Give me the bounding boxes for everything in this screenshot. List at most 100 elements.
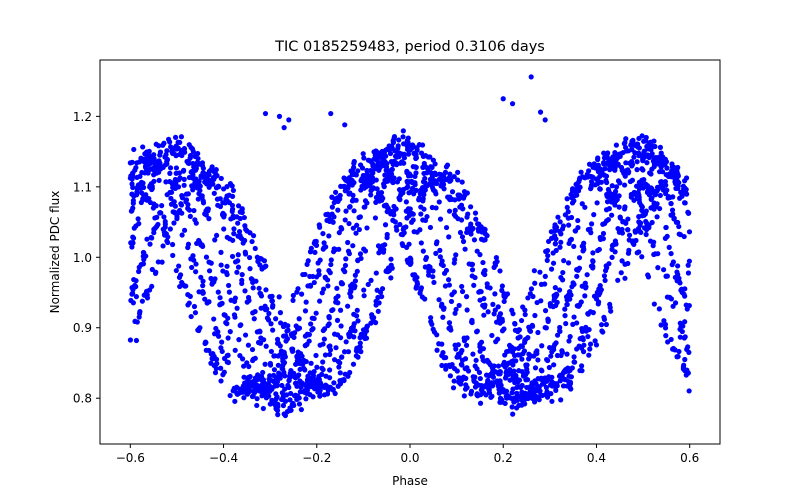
- data-point: [499, 287, 505, 293]
- data-point: [284, 328, 290, 334]
- data-point: [376, 300, 382, 306]
- data-point: [195, 150, 201, 157]
- data-point: [421, 192, 427, 198]
- data-point: [574, 273, 580, 279]
- data-point: [164, 148, 170, 154]
- y-axis: 0.8 0.9 1.0 1.1 1.2: [73, 110, 100, 406]
- data-point: [545, 357, 551, 364]
- data-point: [385, 173, 392, 179]
- data-point: [358, 331, 364, 337]
- data-point: [359, 176, 365, 182]
- data-point: [549, 349, 555, 355]
- data-point: [614, 161, 621, 167]
- outlier-point: [542, 117, 548, 123]
- data-point: [622, 182, 628, 188]
- data-point: [247, 374, 253, 380]
- data-point: [245, 294, 252, 301]
- data-point: [188, 256, 194, 262]
- data-point: [310, 394, 316, 400]
- data-point: [160, 243, 166, 249]
- data-point: [307, 380, 313, 387]
- data-point: [254, 396, 260, 402]
- data-point: [218, 301, 224, 307]
- data-point: [317, 298, 323, 304]
- data-point: [594, 200, 600, 206]
- data-point: [456, 302, 462, 309]
- data-point: [654, 201, 660, 207]
- data-point: [374, 287, 380, 293]
- data-point: [491, 363, 497, 369]
- data-point: [290, 297, 296, 303]
- data-point: [677, 334, 683, 340]
- data-point: [543, 384, 550, 391]
- data-point: [658, 322, 664, 328]
- data-point: [303, 382, 309, 389]
- data-point: [597, 186, 603, 192]
- data-point: [473, 357, 479, 363]
- data-point: [235, 203, 242, 209]
- data-point: [651, 239, 657, 245]
- data-point: [626, 232, 633, 238]
- data-point: [362, 198, 369, 204]
- data-point: [557, 372, 563, 378]
- data-point: [477, 400, 484, 406]
- data-point: [434, 239, 440, 245]
- data-point: [229, 202, 236, 209]
- data-point: [320, 341, 326, 347]
- data-point: [128, 173, 134, 179]
- data-point: [211, 316, 217, 322]
- data-point: [475, 393, 481, 399]
- data-point: [368, 320, 374, 326]
- data-point: [190, 187, 196, 193]
- data-point: [433, 205, 439, 211]
- x-tick-label: −0.2: [302, 451, 331, 465]
- data-point: [271, 367, 278, 373]
- data-point: [532, 365, 539, 371]
- data-point: [451, 378, 457, 384]
- data-point: [131, 146, 137, 153]
- data-point: [361, 155, 367, 161]
- data-point: [575, 217, 581, 224]
- data-point: [232, 347, 238, 353]
- data-point: [218, 262, 224, 268]
- data-point: [651, 301, 657, 307]
- data-point: [382, 242, 388, 248]
- data-point: [303, 396, 309, 402]
- data-point: [280, 333, 287, 339]
- data-point: [523, 362, 529, 368]
- data-point: [135, 182, 141, 188]
- data-point: [568, 374, 575, 380]
- data-point: [560, 269, 566, 276]
- data-point: [539, 343, 545, 349]
- data-point: [428, 315, 434, 321]
- data-point: [339, 281, 346, 287]
- data-point: [307, 370, 313, 376]
- data-point: [448, 298, 455, 305]
- data-point: [592, 338, 598, 344]
- data-point: [369, 174, 376, 181]
- data-point: [462, 366, 468, 372]
- data-point: [257, 262, 263, 268]
- data-point: [657, 144, 663, 150]
- data-point: [215, 333, 222, 339]
- data-point: [198, 173, 204, 179]
- data-point: [400, 134, 406, 140]
- data-point: [437, 247, 443, 253]
- data-point: [273, 316, 279, 322]
- data-point: [149, 235, 155, 241]
- data-point: [231, 226, 237, 232]
- data-point: [671, 216, 677, 222]
- data-point: [388, 275, 394, 281]
- data-point: [260, 369, 266, 376]
- data-point: [588, 186, 594, 192]
- data-point: [239, 277, 245, 283]
- data-point: [342, 262, 349, 269]
- data-point: [633, 237, 639, 244]
- y-tick-label: 0.9: [73, 321, 92, 335]
- data-point: [236, 337, 242, 343]
- data-point: [613, 184, 620, 190]
- data-point: [380, 249, 387, 255]
- data-point: [149, 183, 155, 189]
- data-point: [316, 268, 322, 274]
- data-point: [480, 390, 487, 396]
